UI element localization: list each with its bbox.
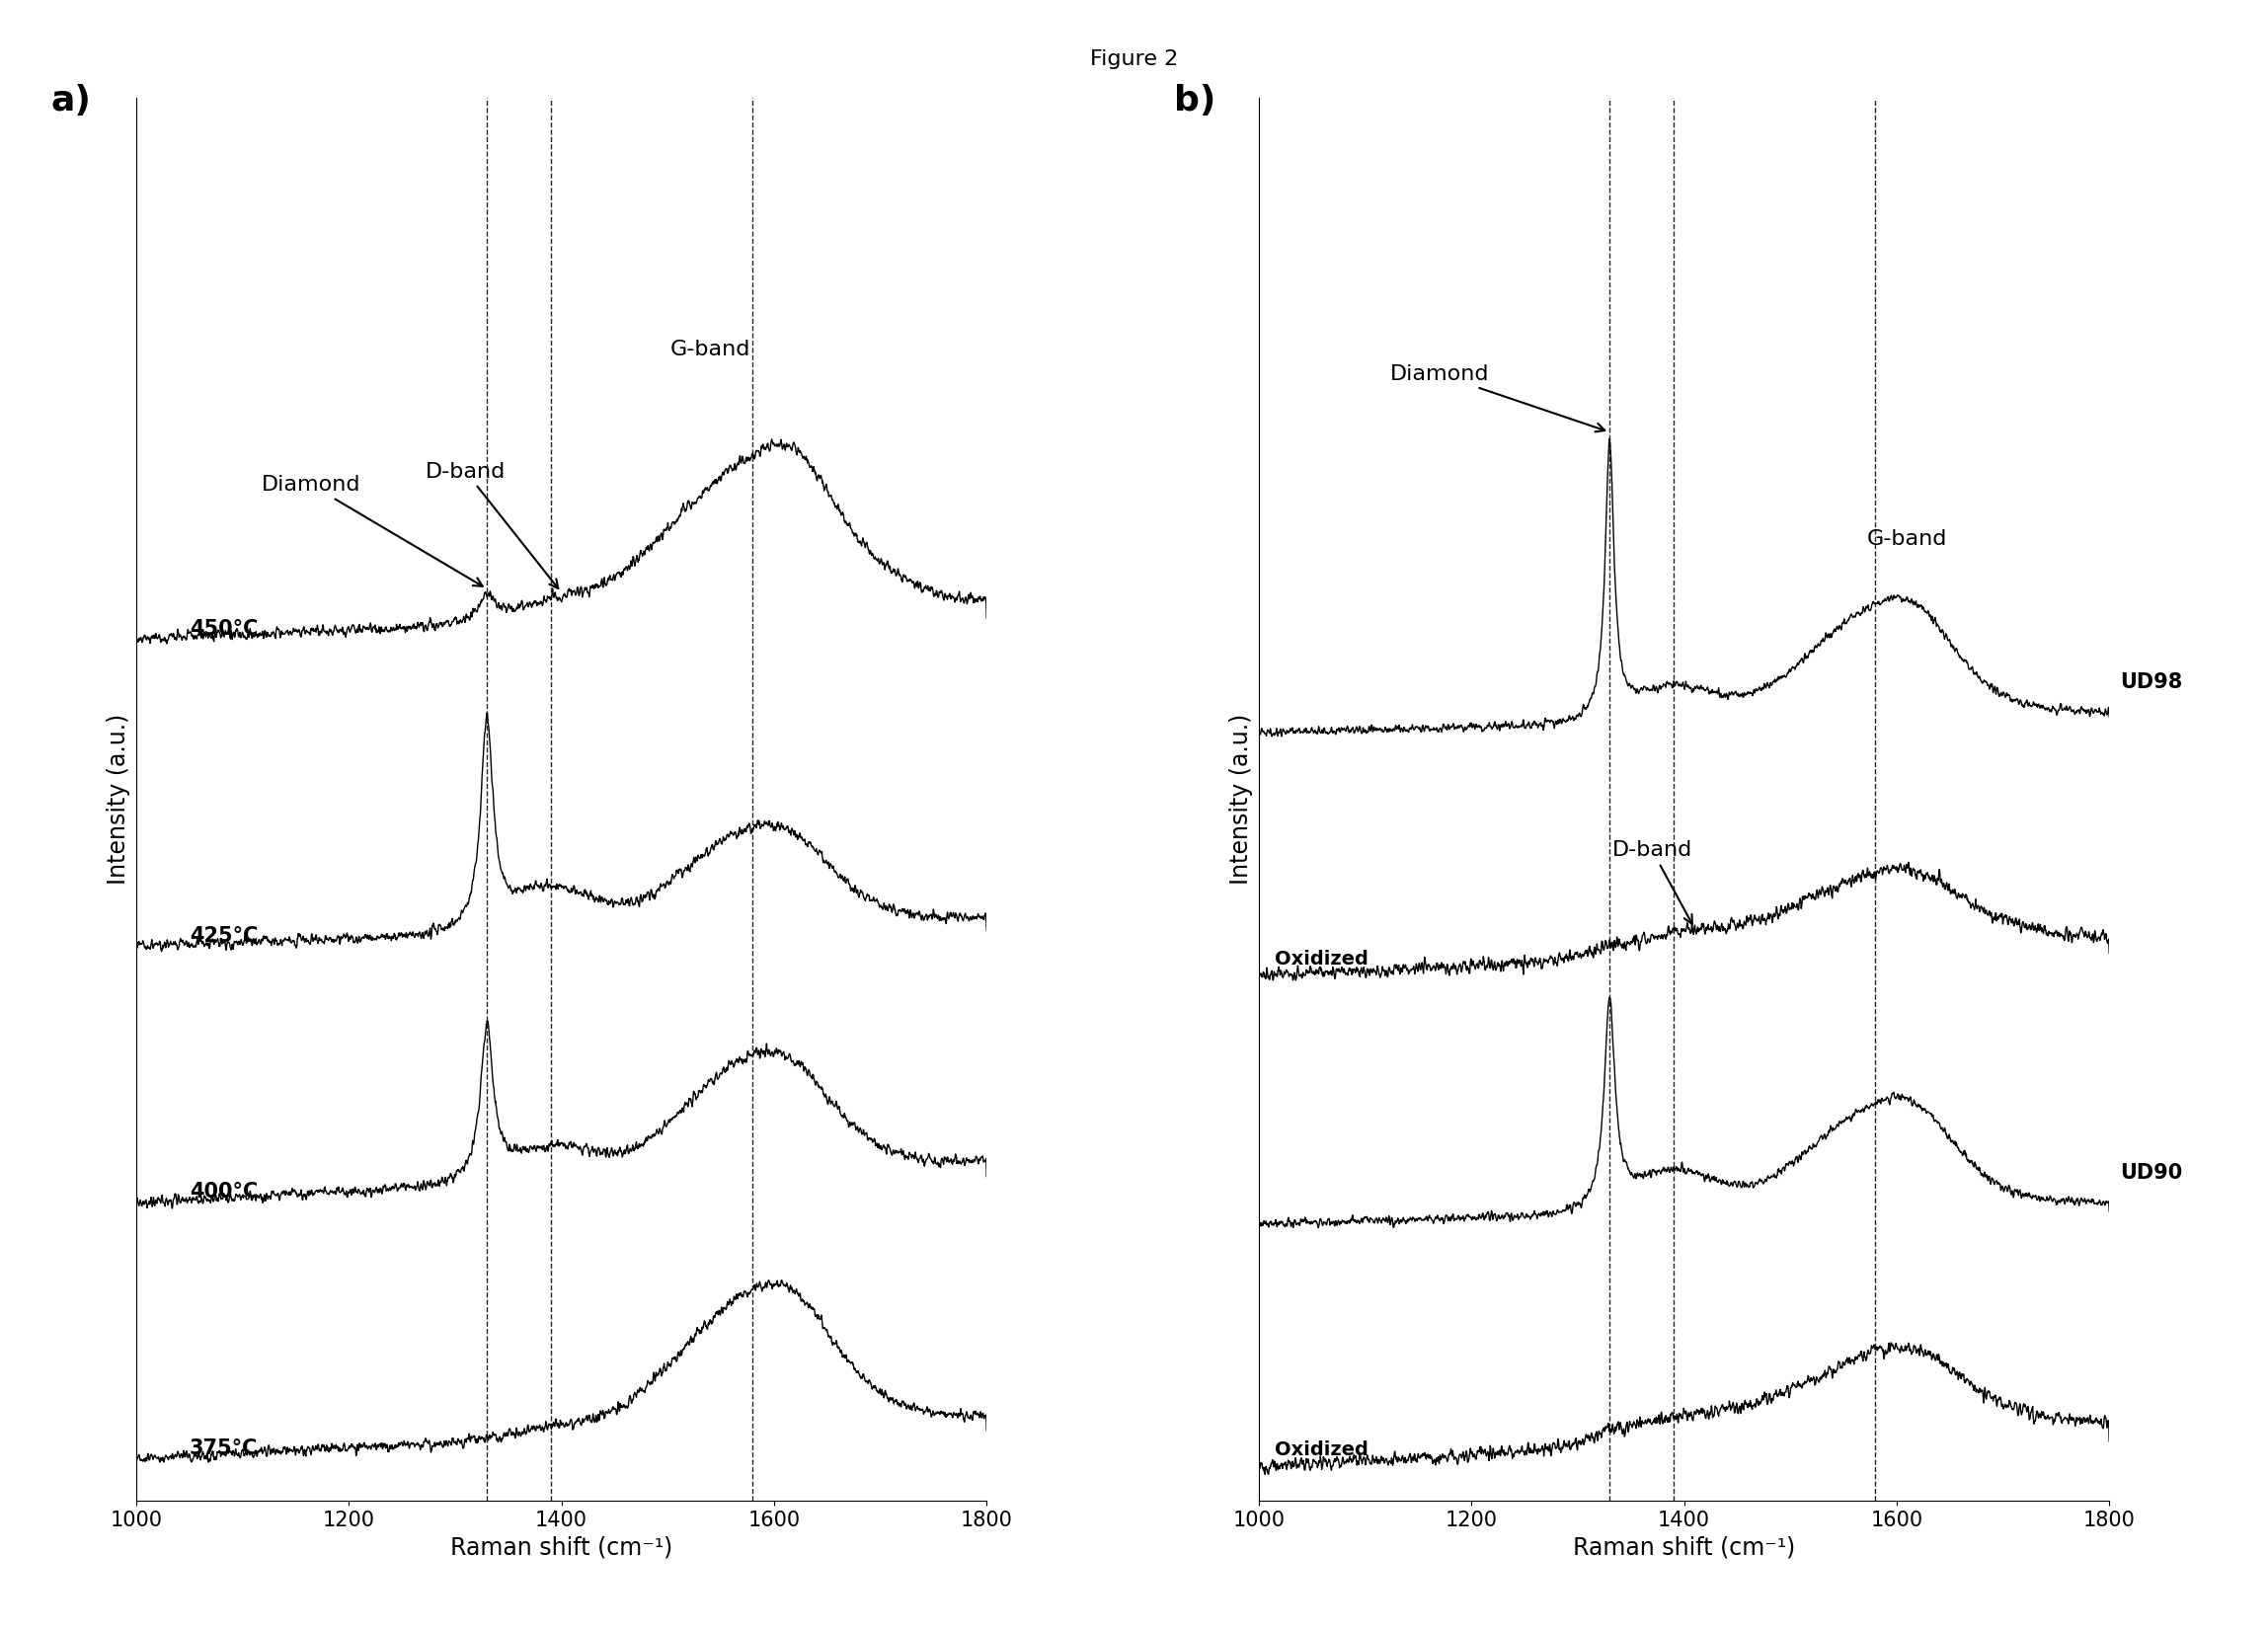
Text: Oxidized: Oxidized [1275,1440,1368,1460]
X-axis label: Raman shift (cm⁻¹): Raman shift (cm⁻¹) [449,1535,674,1559]
Text: G-band: G-band [1867,528,1948,550]
Text: 425°C: 425°C [188,926,259,946]
Text: Figure 2: Figure 2 [1091,49,1177,69]
Text: D-band: D-band [426,462,558,589]
Text: Oxidized: Oxidized [1275,949,1368,969]
Y-axis label: Intensity (a.u.): Intensity (a.u.) [1229,714,1254,884]
Text: UD98: UD98 [2121,672,2182,692]
Text: 400°C: 400°C [188,1182,259,1202]
Text: Diamond: Diamond [261,475,483,586]
Text: a): a) [50,83,91,117]
Text: 375°C: 375°C [188,1439,259,1458]
X-axis label: Raman shift (cm⁻¹): Raman shift (cm⁻¹) [1572,1535,1796,1559]
Text: Diamond: Diamond [1390,365,1606,432]
Y-axis label: Intensity (a.u.): Intensity (a.u.) [107,714,132,884]
Text: UD90: UD90 [2121,1163,2182,1182]
Text: G-band: G-band [669,339,751,360]
Text: b): b) [1175,83,1216,117]
Text: D-band: D-band [1613,840,1692,923]
Text: 450°C: 450°C [188,618,259,639]
